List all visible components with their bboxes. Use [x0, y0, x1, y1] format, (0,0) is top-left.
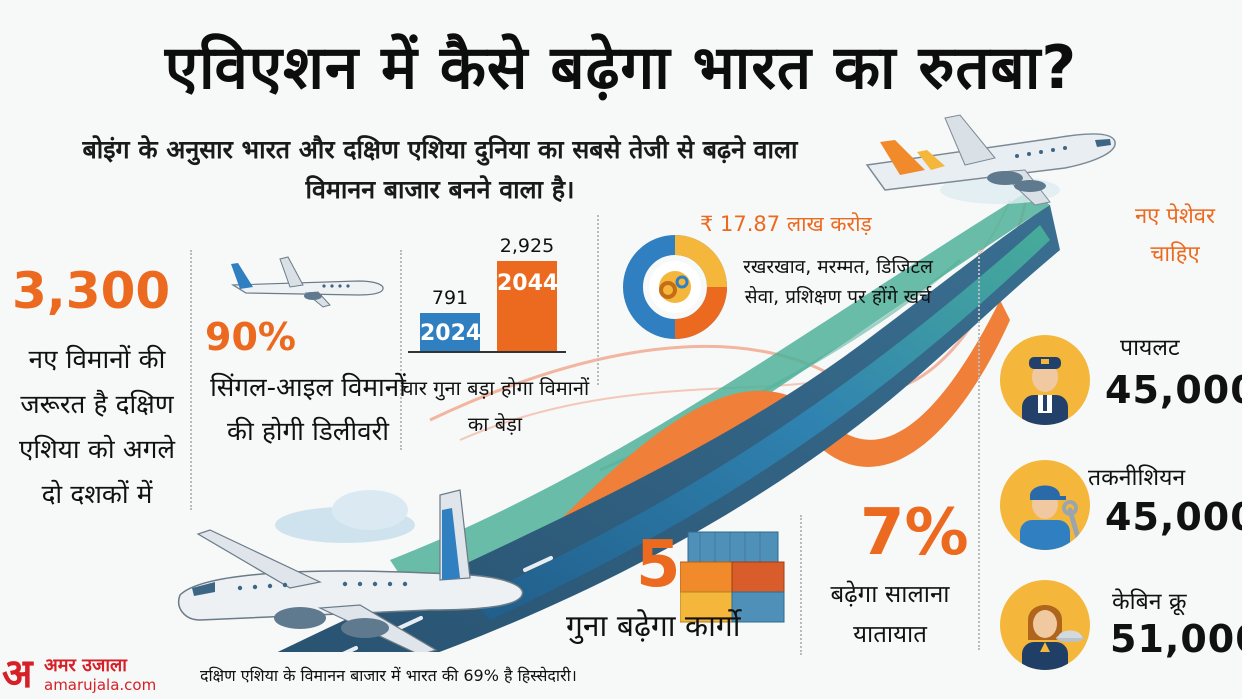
- jobs-role-label-technician: तकनीशियन: [1088, 465, 1186, 491]
- divider-1: [190, 250, 192, 510]
- mro-description: रखरखाव, मरम्मत, डिजिटल सेवा, प्रशिक्षण प…: [743, 256, 933, 308]
- cargo-value: 5: [636, 528, 681, 602]
- divider-3: [597, 215, 599, 385]
- fleet-bar-value-2044: 2,925: [499, 235, 555, 257]
- jobs-role-label-pilot: पायलट: [1120, 335, 1180, 361]
- single-aisle-value: 90%: [205, 315, 296, 359]
- jobs-role-count-pilot: 45,000: [1105, 368, 1242, 412]
- airplane-bottom-icon: [178, 489, 524, 656]
- fleet-bar-2044: 2044: [497, 261, 558, 351]
- divider-4: [800, 515, 802, 655]
- footer-note: दक्षिण एशिया के विमानन बाजार में भारत की…: [200, 666, 577, 685]
- fleet-bar-chart: 791 2024 2,925 2044: [410, 230, 570, 355]
- mro-value: ₹ 17.87 लाख करोड़: [700, 212, 872, 236]
- cabin-crew-icon: [1000, 580, 1090, 670]
- jobs-title: नए पेशेवर चाहिए: [1134, 204, 1216, 267]
- technician-icon: [1000, 460, 1090, 550]
- cargo-description: गुना बढ़ेगा कार्गो: [566, 609, 741, 644]
- page-title: एविएशन में कैसे बढ़ेगा भारत का रुतबा?: [164, 33, 1078, 103]
- single-aisle-airplane-icon: [230, 256, 384, 308]
- airplane-top-icon: [865, 114, 1116, 206]
- traffic-value: 7%: [860, 496, 969, 570]
- jobs-role-count-technician: 45,000: [1105, 495, 1242, 539]
- fleet-chart-baseline: [408, 351, 566, 353]
- fleet-bar-value-2024: 791: [431, 287, 469, 309]
- subtitle: बोइंग के अनुसार भारत और दक्षिण एशिया दुन…: [82, 135, 798, 204]
- pilot-icon: [1000, 335, 1090, 425]
- brand-logo-icon: अ: [2, 651, 33, 697]
- new-aircraft-value: 3,300: [12, 262, 171, 320]
- new-aircraft-description: नए विमानों की जरूरत है दक्षिण एशिया को अ…: [19, 345, 175, 510]
- single-aisle-description: सिंगल-आइल विमानों की होगी डिलीवरी: [210, 373, 406, 447]
- fleet-bar-2024: 2024: [420, 313, 481, 351]
- divider-2: [400, 250, 402, 450]
- brand-name: अमर उजाला: [44, 655, 127, 676]
- footer-bar: [0, 652, 690, 699]
- traffic-description: बढ़ेगा सालाना यातायात: [830, 580, 950, 648]
- mro-donut-icon: [623, 235, 727, 339]
- jobs-role-label-cabin-crew: केबिन क्रू: [1112, 589, 1187, 615]
- brand-url: amarujala.com: [44, 676, 157, 694]
- divider-5: [978, 250, 980, 650]
- jobs-role-count-cabin-crew: 51,000: [1110, 617, 1242, 661]
- fleet-description: चार गुना बड़ा होगा विमानों का बेड़ा: [400, 376, 590, 436]
- cargo-containers-icon: [680, 531, 785, 623]
